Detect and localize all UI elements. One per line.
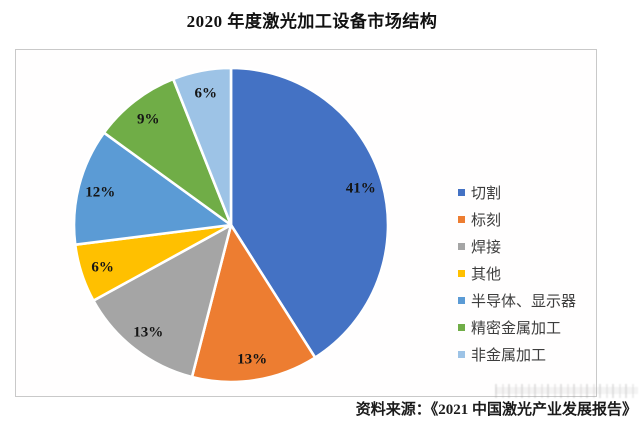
pie-slice-label-1: 13%: [237, 351, 267, 367]
legend-label: 非金属加工: [471, 348, 547, 364]
pie-slice-label-0: 41%: [346, 180, 376, 196]
legend: 切割标刻焊接其他半导体、显示器 精密金属加工 非金属加工: [458, 179, 576, 368]
chart-title: 2020 年度激光加工设备市场结构: [186, 12, 438, 31]
legend-item-3: 其他: [458, 260, 576, 287]
chart-frame: 41% 13% 13% 6% 12% 9% 6% 切割标刻焊接其他半导体、显示器 精密金属加工…: [15, 49, 597, 397]
legend-swatch-icon: [458, 270, 465, 277]
pie-slice-label-3: 6%: [91, 260, 114, 276]
legend-label: 焊接: [471, 240, 502, 256]
pie-slice-label-6: 6%: [194, 85, 217, 101]
legend-item-4: 半导体、显示器: [458, 287, 576, 314]
pie-slice-6: [171, 66, 233, 227]
legend-item-5: 精密金属加工: [458, 314, 576, 341]
pie-slice-label-5: 9%: [137, 111, 160, 127]
legend-label: 切割: [471, 186, 502, 202]
legend-label: 其他: [471, 267, 502, 283]
legend-item-2: 焊接: [458, 233, 576, 260]
source-note: 资料来源：《2021 中国激光产业发展报告》: [355, 402, 637, 418]
pie-slice-label-2: 13%: [133, 325, 163, 341]
legend-swatch-icon: [458, 351, 465, 358]
legend-label: 标刻: [471, 213, 502, 229]
legend-label: 半导体、显示器: [471, 294, 577, 310]
legend-label: 精密金属加工: [471, 321, 562, 337]
legend-swatch-icon: [458, 324, 465, 331]
pie-chart: 41% 13% 13% 6% 12% 9% 6%: [72, 66, 390, 384]
legend-item-6: 非金属加工: [458, 341, 576, 368]
legend-swatch-icon: [458, 189, 465, 196]
legend-swatch-icon: [458, 297, 465, 304]
pie-slice-4: [72, 131, 233, 246]
legend-item-0: 切割: [458, 179, 576, 206]
legend-swatch-icon: [458, 243, 465, 250]
pie-slice-5: [102, 77, 233, 227]
pie-slice-2: [92, 223, 233, 379]
legend-item-1: 标刻: [458, 206, 576, 233]
legend-swatch-icon: [458, 216, 465, 223]
pie-slice-label-4: 12%: [85, 184, 115, 200]
pie-slice-1: [190, 223, 317, 384]
